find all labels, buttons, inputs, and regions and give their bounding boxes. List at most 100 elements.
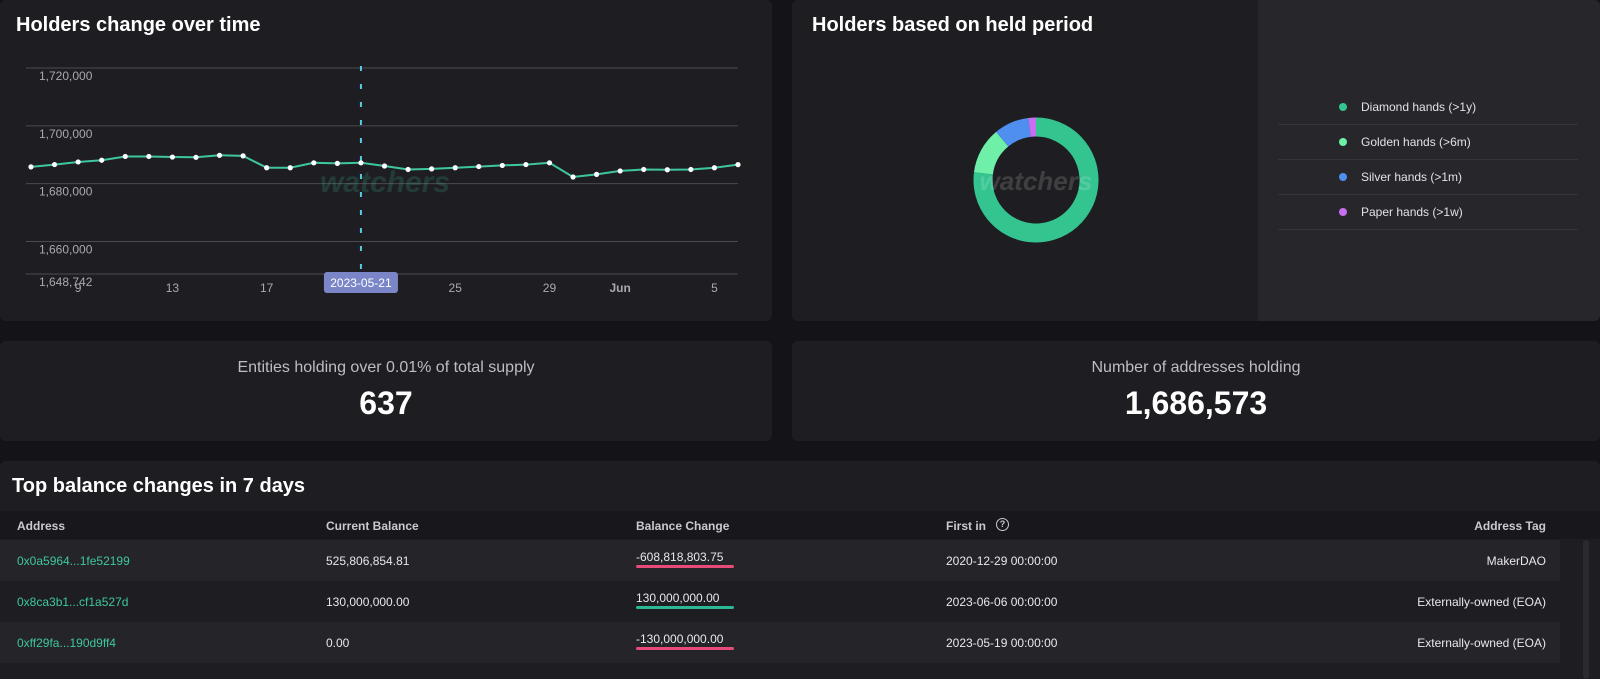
data-point[interactable] bbox=[122, 153, 128, 160]
table-row: 0x0a5964...1fe52199 525,806,854.81 -608,… bbox=[0, 540, 1560, 581]
x-tick-label: 17 bbox=[260, 281, 274, 295]
data-point[interactable] bbox=[499, 162, 505, 169]
help-icon[interactable]: ? bbox=[996, 518, 1009, 531]
data-point[interactable] bbox=[405, 166, 411, 173]
data-point[interactable] bbox=[75, 159, 81, 165]
data-point[interactable] bbox=[381, 163, 388, 169]
table-row: 0x8ca3b1...cf1a527d 130,000,000.00 130,0… bbox=[0, 581, 1560, 622]
table-row: 0xff29fa...190d9ff4 0.00 -130,000,000.00… bbox=[0, 622, 1560, 663]
data-point[interactable] bbox=[169, 154, 175, 160]
held-period-donut-chart[interactable]: watchers bbox=[792, 0, 1258, 321]
header-first-in[interactable]: First in bbox=[946, 519, 987, 533]
data-point[interactable] bbox=[523, 161, 529, 168]
balance-change-value: -608,818,803.75 bbox=[636, 550, 724, 564]
data-point[interactable] bbox=[570, 174, 576, 180]
data-point[interactable] bbox=[193, 154, 199, 160]
x-tick-label: 29 bbox=[543, 281, 557, 295]
header-balance-change[interactable]: Balance Change bbox=[636, 519, 730, 533]
data-point[interactable] bbox=[28, 164, 34, 170]
tooltip-date-bg bbox=[323, 272, 398, 293]
legend-label-paper: Paper hands (>1w) bbox=[1361, 205, 1463, 219]
legend-item-silver[interactable]: Silver hands (>1m) bbox=[1278, 160, 1578, 195]
balance-change: -608,818,803.75 bbox=[636, 548, 736, 572]
addresses-stat-value: 1,686,573 bbox=[1124, 385, 1268, 421]
legend-item-diamond[interactable]: Diamond hands (>1y) bbox=[1278, 90, 1578, 125]
entities-stat-label: Entities holding over 0.01% of total sup… bbox=[237, 359, 535, 376]
balance-change: 130,000,000.00 bbox=[636, 589, 736, 613]
current-balance: 0.00 bbox=[326, 636, 350, 650]
holders-change-card: Holders change over time 1,720,000 1,700,… bbox=[0, 0, 772, 321]
addresses-stat-card: Number of addresses holding 1,686,573 bbox=[792, 341, 1600, 441]
table-scrollbar[interactable] bbox=[1583, 540, 1589, 679]
x-tick-label: 5 bbox=[711, 281, 718, 295]
data-point[interactable] bbox=[429, 166, 435, 172]
balance-change-bar bbox=[636, 647, 734, 650]
header-address[interactable]: Address bbox=[17, 519, 66, 533]
donut-watermark: watchers bbox=[980, 166, 1093, 196]
first-in-date: 2023-06-06 00:00:00 bbox=[946, 595, 1058, 609]
entities-stat-card: Entities holding over 0.01% of total sup… bbox=[0, 341, 772, 441]
first-in-date: 2020-12-29 00:00:00 bbox=[946, 554, 1058, 568]
held-period-card: Holders based on held period watchers Di… bbox=[792, 0, 1600, 321]
addresses-stat-label: Number of addresses holding bbox=[1091, 359, 1301, 376]
data-point[interactable] bbox=[546, 160, 553, 166]
data-point[interactable] bbox=[664, 167, 670, 173]
data-point[interactable] bbox=[287, 165, 293, 171]
donut-slice-golden[interactable] bbox=[973, 131, 1009, 176]
legend-dot-silver bbox=[1339, 173, 1347, 181]
data-point[interactable] bbox=[99, 157, 105, 163]
data-point[interactable] bbox=[641, 166, 647, 173]
address-tag: Externally-owned (EOA) bbox=[1417, 595, 1546, 609]
tooltip-date-label: 2023-05-21 bbox=[330, 276, 392, 290]
address-link[interactable]: 0x8ca3b1...cf1a527d bbox=[17, 595, 129, 609]
x-tick-label: 9 bbox=[75, 281, 82, 295]
data-point[interactable] bbox=[476, 163, 482, 170]
data-point[interactable] bbox=[688, 166, 694, 173]
balance-change-value: -130,000,000.00 bbox=[636, 632, 724, 646]
y-tick-label: 1,700,000 bbox=[39, 127, 93, 141]
holders-change-title: Holders change over time bbox=[16, 14, 261, 36]
balance-change-bar bbox=[636, 565, 734, 568]
header-current-balance[interactable]: Current Balance bbox=[326, 519, 419, 533]
address-tag: MakerDAO bbox=[1486, 554, 1546, 568]
donut-legend: Diamond hands (>1y) Golden hands (>6m) S… bbox=[1258, 0, 1600, 321]
balance-change-value: 130,000,000.00 bbox=[636, 591, 720, 605]
data-point[interactable] bbox=[51, 161, 58, 168]
legend-dot-paper bbox=[1339, 208, 1347, 216]
data-point[interactable] bbox=[240, 153, 246, 159]
first-in-date: 2023-05-19 00:00:00 bbox=[946, 636, 1058, 650]
current-balance: 130,000,000.00 bbox=[326, 595, 410, 609]
address-link[interactable]: 0xff29fa...190d9ff4 bbox=[17, 636, 116, 650]
donut-slice-diamond[interactable] bbox=[973, 117, 1099, 243]
y-tick-label: 1,660,000 bbox=[39, 242, 93, 256]
donut-slice-silver[interactable] bbox=[996, 117, 1032, 147]
y-tick-label: 1,648,742 bbox=[39, 275, 93, 289]
legend-label-diamond: Diamond hands (>1y) bbox=[1361, 100, 1477, 114]
balance-change: -130,000,000.00 bbox=[636, 630, 736, 654]
address-link[interactable]: 0x0a5964...1fe52199 bbox=[17, 554, 130, 568]
data-point[interactable] bbox=[146, 153, 152, 160]
legend-item-golden[interactable]: Golden hands (>6m) bbox=[1278, 125, 1578, 160]
x-tick-label: Jun bbox=[609, 281, 630, 295]
data-point[interactable] bbox=[711, 165, 718, 171]
y-tick-label: 1,680,000 bbox=[39, 185, 93, 199]
balance-change-bar bbox=[636, 606, 734, 609]
current-balance: 525,806,854.81 bbox=[326, 554, 410, 568]
data-point[interactable] bbox=[334, 160, 340, 166]
legend-item-paper[interactable]: Paper hands (>1w) bbox=[1278, 195, 1578, 230]
x-tick-label: 25 bbox=[449, 281, 463, 295]
data-point[interactable] bbox=[735, 162, 741, 168]
header-address-tag[interactable]: Address Tag bbox=[1474, 519, 1546, 533]
held-period-title: Holders based on held period bbox=[812, 14, 1094, 36]
address-tag: Externally-owned (EOA) bbox=[1417, 636, 1546, 650]
line-watermark: watchers bbox=[320, 166, 450, 199]
table-header: Address Current Balance Balance Change F… bbox=[0, 511, 1600, 539]
holders-line-chart[interactable]: 1,720,000 1,700,000 1,680,000 1,660,000 1,64… bbox=[0, 0, 772, 321]
data-point[interactable] bbox=[311, 160, 317, 166]
data-point[interactable] bbox=[452, 165, 458, 171]
data-point[interactable] bbox=[216, 152, 223, 158]
data-point[interactable] bbox=[264, 165, 270, 171]
data-point[interactable] bbox=[358, 160, 364, 166]
data-point[interactable] bbox=[594, 171, 600, 177]
data-point[interactable] bbox=[617, 168, 623, 174]
